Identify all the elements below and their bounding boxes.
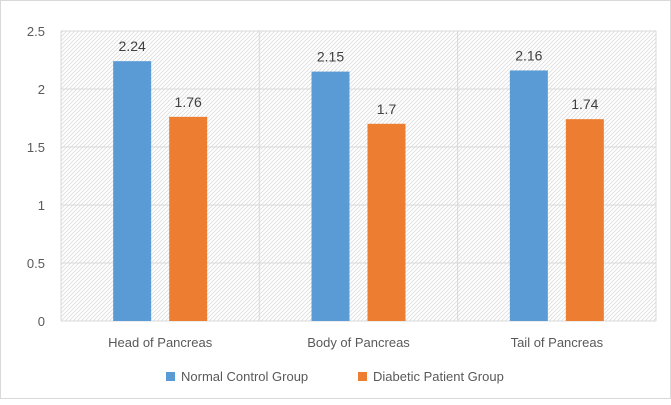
legend-label: Diabetic Patient Group — [373, 369, 504, 384]
gridlines — [60, 30, 657, 322]
plot-area — [61, 31, 656, 321]
legend-label: Normal Control Group — [181, 369, 308, 384]
y-tick-label: 0.5 — [27, 256, 45, 271]
x-tick-label: Tail of Pancreas — [511, 335, 604, 350]
y-tick-label: 1 — [38, 198, 45, 213]
x-tick-label: Body of Pancreas — [307, 335, 410, 350]
x-axis: Head of Pancreas Body of Pancreas Tail of … — [108, 335, 603, 350]
bars — [113, 61, 604, 321]
bar — [169, 116, 208, 321]
data-label: 1.74 — [571, 96, 598, 112]
bar — [565, 119, 604, 321]
data-label: 2.24 — [119, 38, 146, 54]
data-label: 2.16 — [515, 47, 542, 63]
y-tick-label: 2 — [38, 82, 45, 97]
y-tick-label: 0 — [38, 314, 45, 329]
y-tick-label: 2.5 — [27, 24, 45, 39]
legend: Normal Control Group Diabetic Patient Gro… — [166, 369, 504, 384]
bar — [113, 61, 152, 321]
y-axis: 0 0.5 1 1.5 2 2.5 — [27, 24, 45, 329]
data-labels: 2.24 1.76 2.15 1.7 2.16 1.74 — [119, 38, 599, 117]
legend-swatch — [358, 372, 367, 381]
data-label: 1.7 — [377, 101, 397, 117]
data-label: 1.76 — [175, 94, 202, 110]
bar — [509, 70, 548, 321]
legend-swatch — [166, 372, 175, 381]
x-tick-label: Head of Pancreas — [108, 335, 213, 350]
data-label: 2.15 — [317, 49, 344, 65]
y-tick-label: 1.5 — [27, 140, 45, 155]
bar — [367, 123, 406, 321]
bar — [311, 71, 350, 321]
